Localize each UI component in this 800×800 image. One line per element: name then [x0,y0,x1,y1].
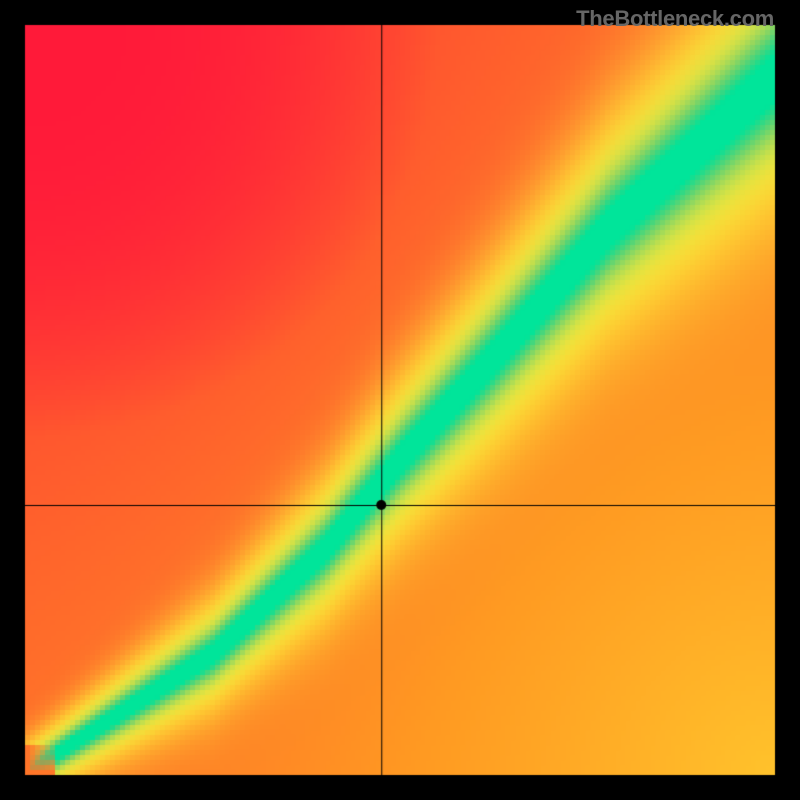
watermark-text: TheBottleneck.com [576,6,774,32]
chart-container: TheBottleneck.com [0,0,800,800]
heatmap-canvas [0,0,800,800]
